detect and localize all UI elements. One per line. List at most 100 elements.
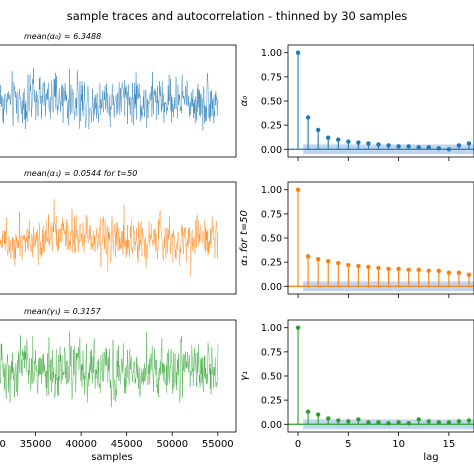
acf-marker — [356, 263, 361, 269]
y-tick-label: 1.00 — [261, 48, 282, 59]
acf-marker — [426, 268, 431, 274]
y-tick-label: 1.00 — [261, 185, 282, 196]
acf-marker — [305, 254, 311, 259]
acf-marker — [346, 139, 351, 144]
acf-marker — [456, 419, 462, 424]
x-tick-label: 50000 — [156, 439, 188, 450]
y-tick-label: 0.25 — [261, 121, 282, 132]
trace-frame — [0, 319, 237, 433]
y-tick-label: 0.00 — [261, 282, 282, 293]
acf-panel-2: 0.00 0.25 0.50 0.75 1.00 γ₁ 0 5 10 15 lag — [239, 319, 474, 463]
y-tick-label: 0.50 — [261, 234, 282, 245]
trace-line — [0, 67, 219, 131]
y-tick-label: 0.75 — [261, 347, 282, 358]
acf-marker — [376, 142, 381, 147]
acf-y-label: α₀ — [239, 96, 250, 107]
acf-y-label: α₁ for t=50 — [239, 210, 250, 266]
acf-marker — [295, 187, 301, 192]
acf-marker — [426, 419, 431, 424]
acf-marker — [456, 143, 462, 148]
acf-marker — [376, 265, 381, 271]
x-tick-label: 45000 — [111, 439, 143, 450]
acf-marker — [466, 272, 472, 277]
trace-title: mean(α₀) = 6.3488 — [24, 32, 101, 41]
acf-marker — [376, 420, 381, 425]
x-tick-label: 30000 — [0, 439, 6, 450]
acf-marker — [396, 144, 401, 149]
acf-marker — [305, 115, 311, 120]
acf-marker — [396, 266, 401, 272]
acf-marker — [326, 258, 331, 264]
acf-marker — [406, 267, 411, 273]
acf-marker — [466, 418, 472, 423]
x-tick-label: 40000 — [65, 439, 97, 450]
acf-marker — [326, 135, 331, 140]
trace-frame — [0, 44, 237, 158]
acf-marker — [336, 137, 341, 142]
acf-marker — [315, 412, 321, 417]
y-tick-label: 0.25 — [261, 258, 282, 269]
x-axis-label: lag — [423, 452, 438, 463]
acf-y-label: γ₁ — [239, 371, 250, 381]
y-tick-label: 0.50 — [261, 372, 282, 383]
acf-marker — [416, 417, 421, 422]
acf-frame — [287, 181, 474, 295]
acf-marker — [336, 418, 341, 423]
acf-marker — [446, 420, 452, 425]
x-tick-label: 35000 — [20, 439, 52, 450]
acf-marker — [396, 420, 401, 425]
acf-marker — [346, 262, 351, 268]
trace-title: mean(γ₁) = 0.3157 — [24, 307, 102, 316]
acf-marker — [446, 147, 452, 152]
acf-marker — [356, 417, 361, 422]
acf-marker — [305, 409, 311, 414]
acf-marker — [436, 420, 442, 425]
acf-marker — [366, 264, 371, 270]
trace-frame — [0, 181, 237, 295]
x-tick-label: 55000 — [202, 439, 234, 450]
acf-frame — [287, 319, 474, 433]
y-tick-label: 0.00 — [261, 420, 282, 431]
acf-marker — [295, 325, 301, 330]
y-tick-label: 0.00 — [261, 145, 282, 156]
y-tick-label: 1.00 — [261, 323, 282, 334]
acf-marker — [416, 267, 421, 273]
trace-panel-2: mean(γ₁) = 0.3157 30000 35000 40000 45000 500… — [0, 307, 237, 463]
acf-marker — [456, 270, 462, 275]
x-tick-label: 10 — [392, 439, 405, 450]
acf-marker — [295, 50, 301, 55]
acf-marker — [436, 146, 442, 151]
trace-panel-1: mean(α₁) = 0.0544 for t=50 — [0, 169, 237, 295]
acf-panel-0: 0.00 0.25 0.50 0.75 1.00 α₀ — [239, 44, 474, 161]
acf-marker — [386, 266, 391, 272]
acf-marker — [336, 260, 341, 266]
x-axis-label: samples — [91, 452, 133, 463]
y-tick-label: 0.50 — [261, 97, 282, 108]
figure-title: sample traces and autocorrelation - thin… — [67, 9, 408, 23]
acf-marker — [406, 421, 411, 426]
x-tick-label: 15 — [442, 439, 455, 450]
acf-marker — [416, 145, 421, 150]
x-tick-label: 0 — [295, 439, 301, 450]
acf-marker — [366, 420, 371, 425]
acf-frame — [287, 44, 474, 158]
y-tick-label: 0.75 — [261, 209, 282, 220]
acf-marker — [366, 141, 371, 146]
trace-panel-0: mean(α₀) = 6.3488 — [0, 32, 237, 158]
acf-marker — [356, 140, 361, 145]
acf-marker — [446, 270, 452, 275]
trace-title: mean(α₁) = 0.0544 for t=50 — [24, 169, 137, 178]
acf-marker — [466, 141, 472, 146]
acf-marker — [406, 144, 411, 149]
acf-marker — [426, 145, 431, 150]
x-tick-label: 5 — [345, 439, 351, 450]
acf-marker — [386, 421, 391, 426]
acf-marker — [315, 127, 321, 133]
y-tick-label: 0.25 — [261, 396, 282, 407]
acf-marker — [346, 419, 351, 424]
y-tick-label: 0.75 — [261, 72, 282, 83]
trace-line — [0, 199, 219, 277]
acf-marker — [326, 416, 331, 421]
acf-marker — [436, 268, 442, 274]
